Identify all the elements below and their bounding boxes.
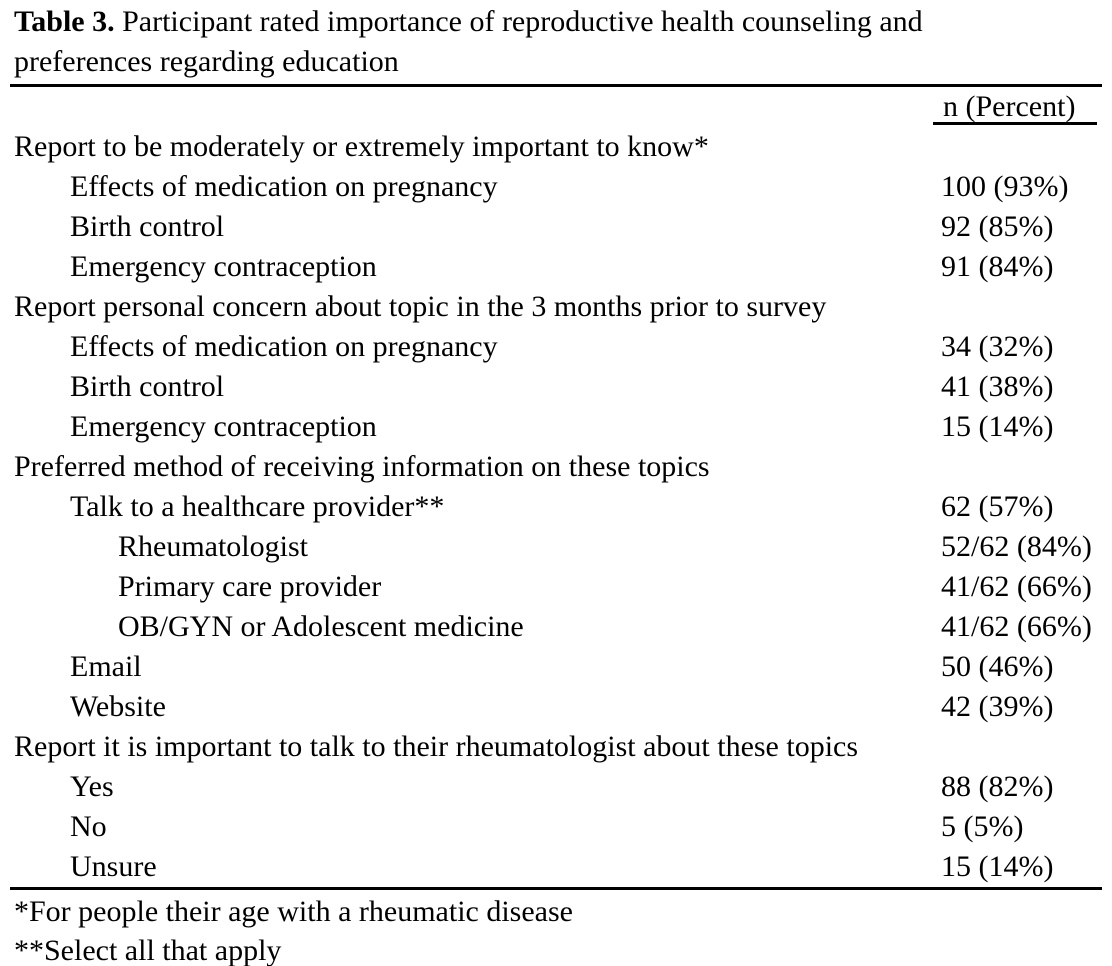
row-label: Birth control bbox=[70, 210, 225, 243]
table-row: Yes 88 (82%) bbox=[0, 767, 1112, 807]
row-label: Website bbox=[70, 690, 166, 723]
row-label: Primary care provider bbox=[118, 570, 382, 603]
row-value: 41 (38%) bbox=[941, 370, 1054, 403]
row-label: Effects of medication on pregnancy bbox=[70, 170, 498, 203]
table-caption-line1: Participant rated importance of reproduc… bbox=[114, 5, 923, 38]
row-label: Report personal concern about topic in t… bbox=[14, 290, 827, 323]
row-value: 62 (57%) bbox=[941, 490, 1054, 523]
footnote-double-asterisk: **Select all that apply bbox=[14, 934, 282, 966]
row-value: 5 (5%) bbox=[941, 810, 1024, 843]
row-label: Unsure bbox=[70, 850, 157, 883]
row-value: 34 (32%) bbox=[941, 330, 1054, 363]
row-label: Emergency contraception bbox=[70, 410, 377, 443]
table-title: Table 3. Participant rated importance of… bbox=[0, 0, 1112, 82]
table-row: Birth control 41 (38%) bbox=[0, 367, 1112, 407]
footnote-single-asterisk: *For people their age with a rheumatic d… bbox=[14, 895, 573, 928]
table-header-row: n (Percent) bbox=[0, 87, 1112, 127]
row-label: Effects of medication on pregnancy bbox=[70, 330, 498, 363]
row-value: 42 (39%) bbox=[941, 690, 1054, 723]
table-bottom-rule bbox=[10, 887, 1102, 890]
row-label: OB/GYN or Adolescent medicine bbox=[118, 610, 524, 643]
row-value: 100 (93%) bbox=[941, 170, 1069, 203]
row-label: Report it is important to talk to their … bbox=[14, 730, 859, 763]
table-row: Effects of medication on pregnancy 100 (9… bbox=[0, 167, 1112, 207]
row-value: 92 (85%) bbox=[941, 210, 1054, 243]
row-label: No bbox=[70, 810, 107, 843]
column-header-n-percent: n (Percent) bbox=[933, 87, 1097, 125]
table-row: OB/GYN or Adolescent medicine 41/62 (66%) bbox=[0, 607, 1112, 647]
row-value: 15 (14%) bbox=[941, 410, 1054, 443]
row-label: Talk to a healthcare provider** bbox=[70, 490, 445, 523]
table-row: No 5 (5%) bbox=[0, 807, 1112, 847]
table-row: Emergency contraception 91 (84%) bbox=[0, 247, 1112, 287]
table-row: Emergency contraception 15 (14%) bbox=[0, 407, 1112, 447]
table-section-row: Report it is important to talk to their … bbox=[0, 727, 1112, 767]
table-body: Report to be moderately or extremely imp… bbox=[0, 127, 1112, 887]
table-footnotes: *For people their age with a rheumatic d… bbox=[0, 890, 1112, 966]
row-label: Birth control bbox=[70, 370, 225, 403]
row-label: Yes bbox=[70, 770, 114, 803]
table-row: Birth control 92 (85%) bbox=[0, 207, 1112, 247]
table-number-label: Table 3. bbox=[14, 5, 115, 38]
row-label: Preferred method of receiving informatio… bbox=[14, 450, 710, 483]
table-row: Effects of medication on pregnancy 34 (32… bbox=[0, 327, 1112, 367]
row-value: 41/62 (66%) bbox=[941, 610, 1092, 643]
table-row: Talk to a healthcare provider** 62 (57%) bbox=[0, 487, 1112, 527]
row-label: Email bbox=[70, 650, 142, 683]
row-label: Emergency contraception bbox=[70, 250, 377, 283]
table-row: Rheumatologist 52/62 (84%) bbox=[0, 527, 1112, 567]
table-row: Primary care provider 41/62 (66%) bbox=[0, 567, 1112, 607]
table-section-row: Report personal concern about topic in t… bbox=[0, 287, 1112, 327]
table-row: Email 50 (46%) bbox=[0, 647, 1112, 687]
row-value: 52/62 (84%) bbox=[941, 530, 1092, 563]
row-value: 41/62 (66%) bbox=[941, 570, 1092, 603]
row-value: 15 (14%) bbox=[941, 850, 1054, 883]
table-section-row: Report to be moderately or extremely imp… bbox=[0, 127, 1112, 167]
table-row: Unsure 15 (14%) bbox=[0, 847, 1112, 887]
row-value: 88 (82%) bbox=[941, 770, 1054, 803]
row-value: 50 (46%) bbox=[941, 650, 1054, 683]
table-caption-line2: preferences regarding education bbox=[14, 45, 399, 78]
row-label: Rheumatologist bbox=[118, 530, 308, 563]
row-label: Report to be moderately or extremely imp… bbox=[14, 130, 709, 163]
table-row: Website 42 (39%) bbox=[0, 687, 1112, 727]
row-value: 91 (84%) bbox=[941, 250, 1054, 283]
table-top-rule bbox=[10, 84, 1102, 87]
table-section-row: Preferred method of receiving informatio… bbox=[0, 447, 1112, 487]
